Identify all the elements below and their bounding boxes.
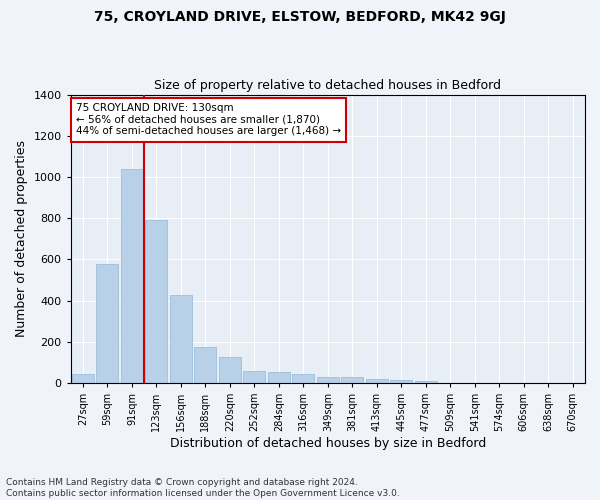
Bar [97,264,118,383]
Bar [72,374,94,383]
X-axis label: Distribution of detached houses by size in Bedford: Distribution of detached houses by size … [170,437,486,450]
Text: 75 CROYLAND DRIVE: 130sqm
← 56% of detached houses are smaller (1,870)
44% of se: 75 CROYLAND DRIVE: 130sqm ← 56% of detac… [76,103,341,136]
Y-axis label: Number of detached properties: Number of detached properties [15,140,28,337]
Bar [317,377,339,383]
Bar [391,380,412,383]
Bar [170,296,192,383]
Bar [268,372,290,383]
Title: Size of property relative to detached houses in Bedford: Size of property relative to detached ho… [154,79,502,92]
Text: 75, CROYLAND DRIVE, ELSTOW, BEDFORD, MK42 9GJ: 75, CROYLAND DRIVE, ELSTOW, BEDFORD, MK4… [94,10,506,24]
Bar [121,168,143,383]
Bar [366,379,388,383]
Bar [194,347,217,383]
Bar [145,220,167,383]
Bar [219,356,241,383]
Bar [341,377,364,383]
Bar [415,381,437,383]
Bar [292,374,314,383]
Bar [244,370,265,383]
Text: Contains HM Land Registry data © Crown copyright and database right 2024.
Contai: Contains HM Land Registry data © Crown c… [6,478,400,498]
